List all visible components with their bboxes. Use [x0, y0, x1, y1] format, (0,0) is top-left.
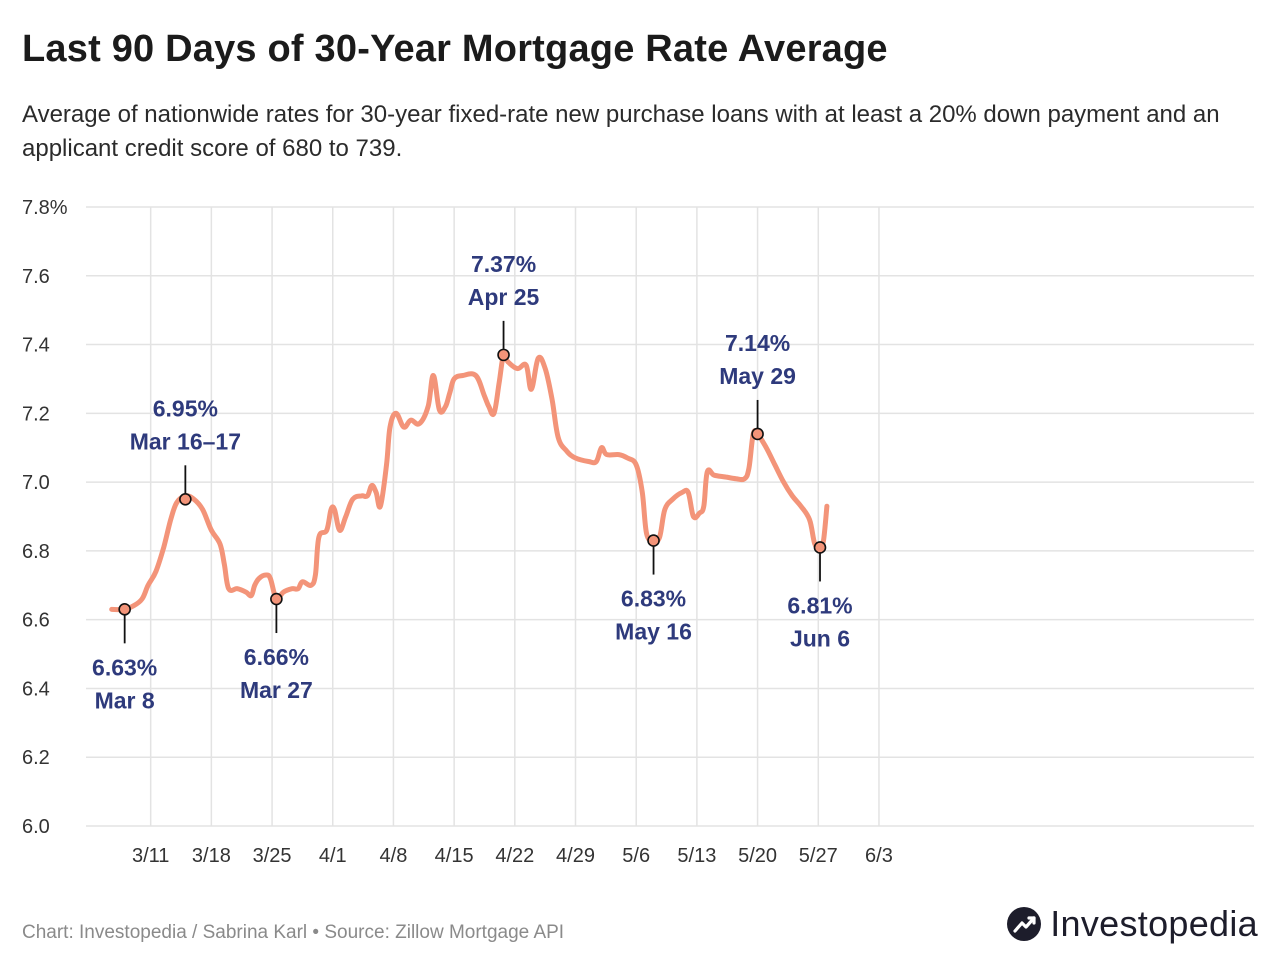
y-axis-ticks: 6.0 6.2 6.4 6.6 6.8 7.0 7.2 7.4 7.6 7.8%	[22, 197, 68, 838]
annotation-marker	[813, 541, 827, 554]
chart-credit: Chart: Investopedia / Sabrina Karl • Sou…	[22, 922, 565, 943]
annotation-marker	[751, 427, 764, 441]
annotation-marker	[497, 348, 510, 362]
y-tick-label: 7.2	[22, 403, 50, 425]
grid	[86, 206, 1254, 827]
annotation-date: May 29	[719, 363, 796, 389]
x-tick-label: 3/11	[132, 845, 169, 867]
annotation-date: Mar 27	[240, 677, 313, 703]
x-tick-label: 4/8	[380, 845, 408, 867]
annotation-marker	[270, 592, 283, 606]
brand-logo[interactable]: Investopedia	[1006, 903, 1258, 945]
annotation-date: May 16	[615, 619, 692, 645]
x-tick-label: 4/29	[556, 845, 595, 867]
x-tick-label: 6/3	[865, 845, 893, 867]
x-tick-label: 5/6	[622, 845, 650, 867]
annotation-date: Mar 8	[95, 687, 155, 713]
y-tick-label: 7.8%	[22, 197, 68, 219]
annotation-marker	[647, 534, 660, 547]
annotation-value: 6.95%	[153, 395, 218, 421]
investopedia-logo-icon	[1007, 907, 1042, 941]
annotation-value: 7.37%	[471, 251, 536, 277]
x-tick-label: 5/20	[738, 845, 777, 867]
y-tick-label: 7.6	[22, 266, 50, 288]
x-tick-label: 5/13	[677, 845, 716, 867]
annotation-marker	[118, 603, 131, 616]
x-tick-label: 4/1	[319, 845, 347, 867]
y-tick-label: 6.2	[22, 747, 50, 769]
annotation-value: 6.66%	[244, 644, 309, 670]
series-layer	[109, 351, 830, 613]
y-tick-label: 6.4	[22, 678, 50, 700]
annotation-date: Apr 25	[468, 284, 540, 310]
y-tick-label: 6.6	[22, 610, 50, 632]
chart-title: Last 90 Days of 30-Year Mortgage Rate Av…	[22, 28, 888, 70]
x-tick-label: 4/15	[435, 845, 474, 867]
series-line	[109, 351, 830, 613]
chart-subtitle: Average of nationwide rates for 30-year …	[22, 101, 1220, 162]
annotation-marker	[179, 493, 192, 506]
annotation-date: Jun 6	[790, 625, 850, 651]
annotations: 6.63% Mar 8 6.95% Mar 16–17 6.66% Mar 27 7.37%…	[92, 251, 853, 713]
x-tick-label: 5/27	[799, 845, 838, 867]
annotation-value: 6.83%	[621, 586, 686, 612]
annotation-value: 7.14%	[725, 330, 790, 356]
y-tick-label: 6.8	[22, 541, 50, 563]
annotation-value: 6.81%	[787, 592, 852, 618]
y-tick-label: 7.0	[22, 472, 50, 494]
y-tick-label: 6.0	[22, 816, 50, 838]
x-axis-ticks: 3/11 3/18 3/25 4/1 4/8 4/15 4/22 4/29 5/6 5/13 5/2…	[132, 845, 893, 867]
annotation-value: 6.63%	[92, 654, 157, 680]
annotation-date: Mar 16–17	[130, 428, 241, 454]
x-tick-label: 3/18	[192, 845, 231, 867]
x-tick-label: 4/22	[495, 845, 534, 867]
x-tick-label: 3/25	[253, 845, 292, 867]
y-tick-label: 7.4	[22, 335, 50, 357]
brand-name: Investopedia	[1050, 903, 1258, 944]
